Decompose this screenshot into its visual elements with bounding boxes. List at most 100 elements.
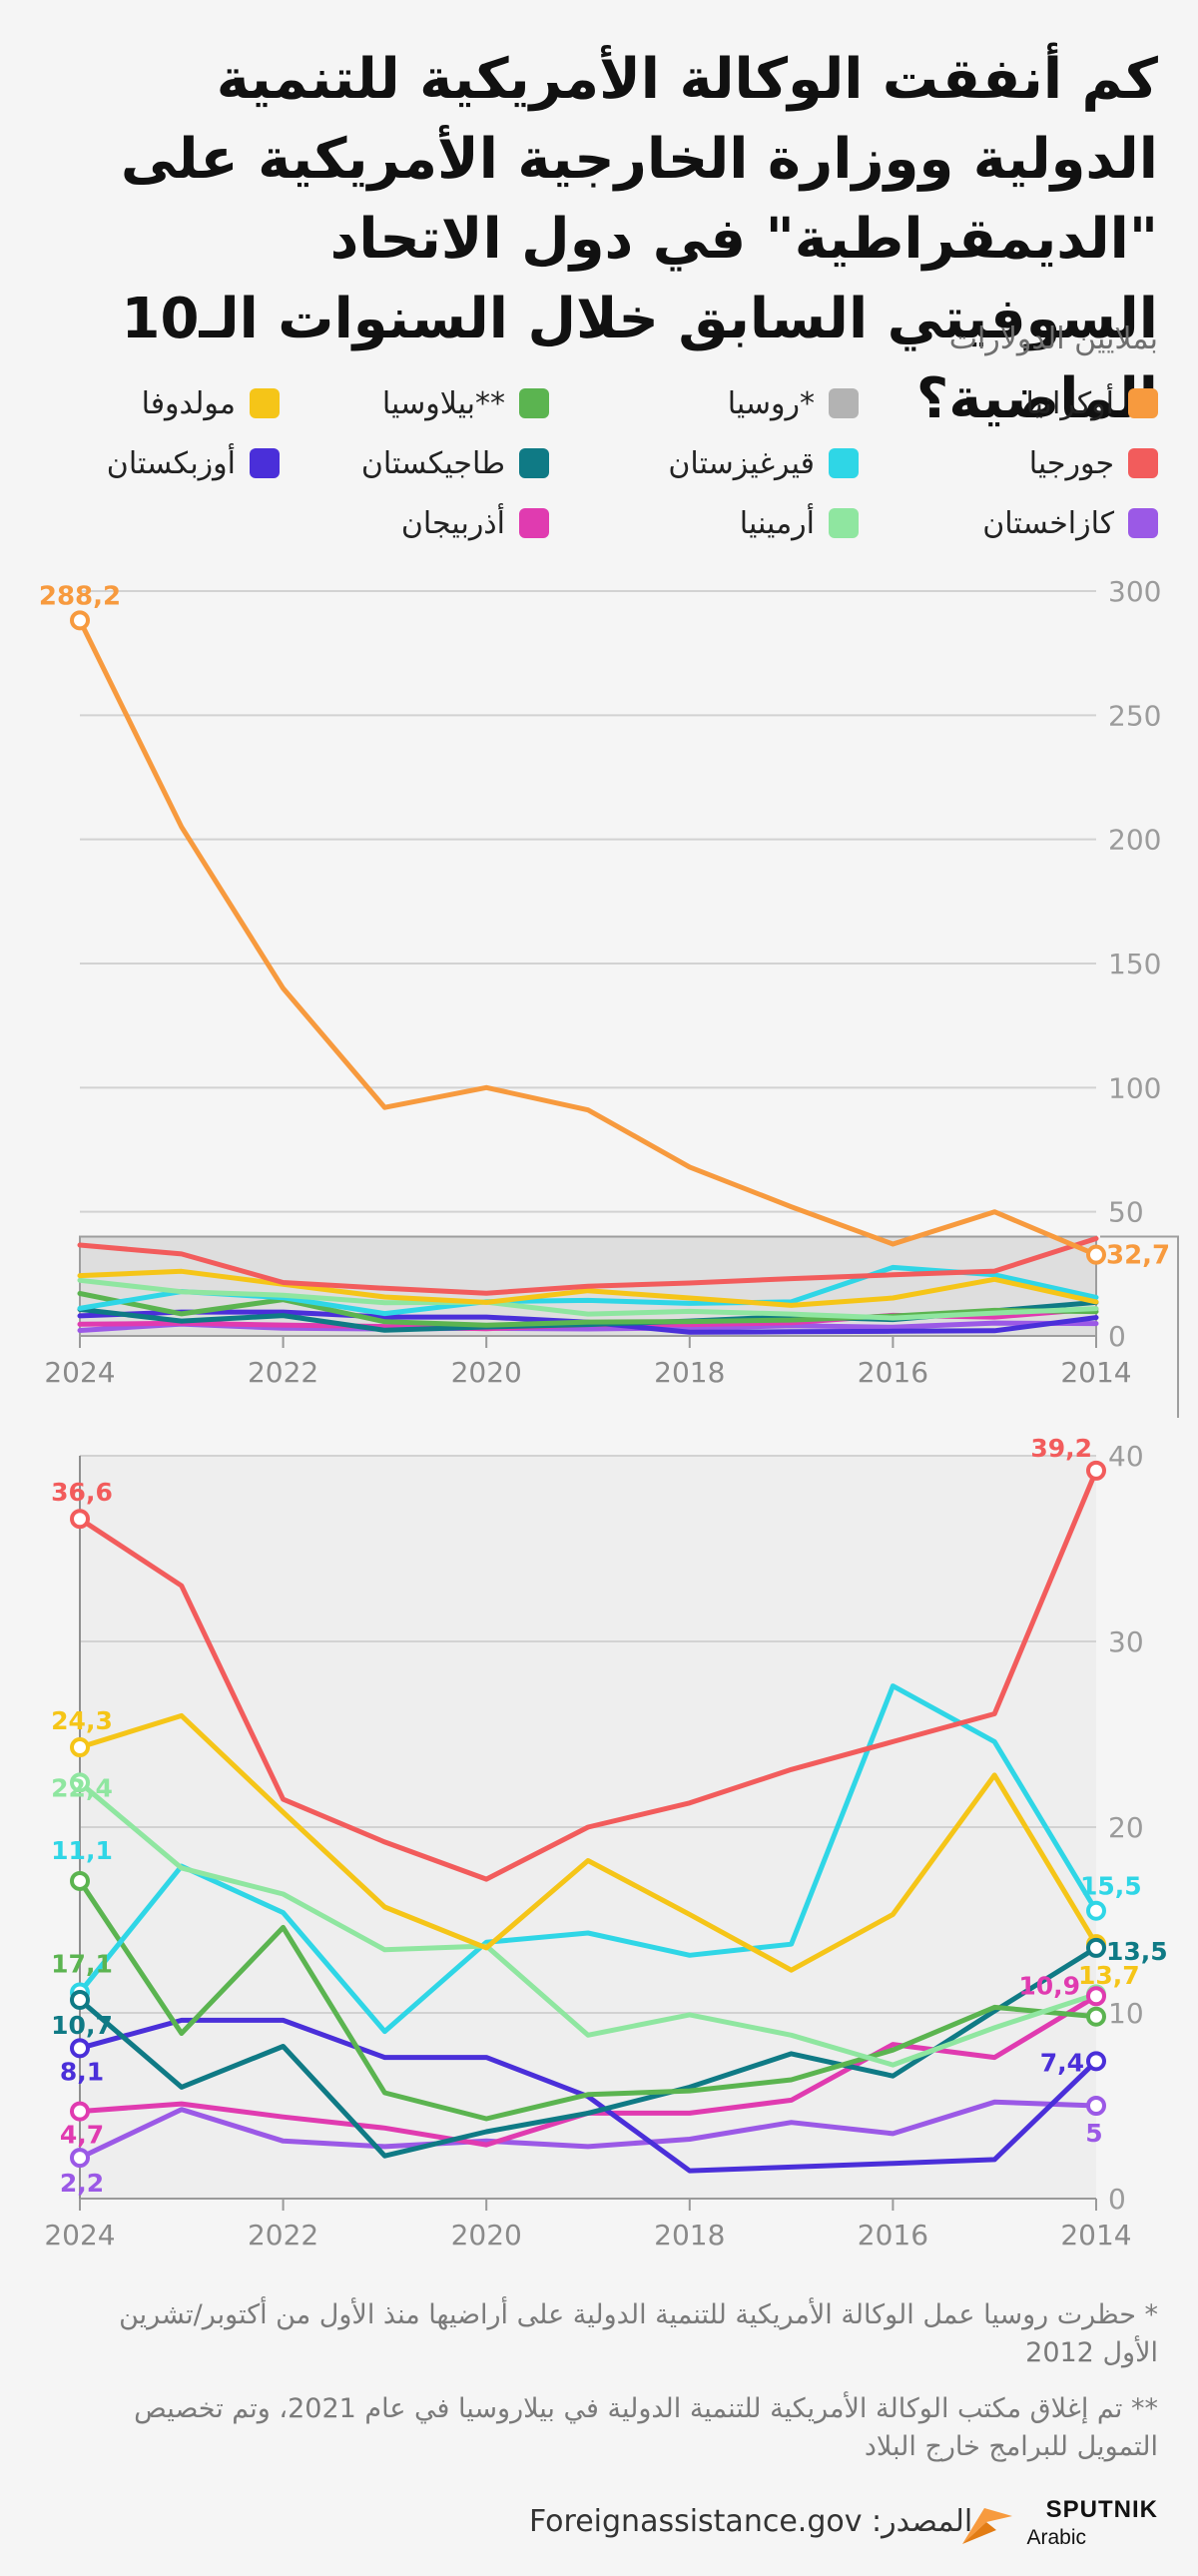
y-tick-label: 50: [1108, 1196, 1144, 1229]
series-line: [77, 1268, 1099, 1308]
x-tick-label: 2024: [44, 2219, 115, 2252]
legend-label: أوزبكستان: [106, 445, 236, 481]
legend-item-uzbekistan: أوزبكستان: [10, 443, 280, 483]
x-tick-label: 2018: [654, 2219, 725, 2252]
value-label: 10,9: [1018, 1971, 1080, 2000]
value-label: 17,1: [51, 1950, 113, 1979]
value-label: 24,3: [51, 1706, 113, 1735]
legend-item-azerbaijan: أذربيجان: [280, 503, 549, 543]
footnote-belarus: ** تم إغلاق مكتب الوكالة الأمريكية للتنم…: [134, 2393, 1158, 2462]
series-end-marker: [1086, 2051, 1106, 2072]
series-end-marker: [1086, 1986, 1106, 2007]
series-line: [77, 1878, 1099, 2122]
legend-swatch: [519, 508, 549, 538]
legend-label: طاجيكستان: [360, 445, 505, 481]
value-label: 36,6: [51, 1478, 113, 1507]
overview-line-chart: 0 50 100 150 200 250 300 2024 2022 2020 2018 2016 20…: [39, 575, 1179, 1418]
legend-swatch: [829, 448, 859, 478]
legend-item-belarus: بيلاوسيا**: [280, 383, 549, 423]
y-tick-label: 300: [1108, 575, 1161, 608]
value-label: 13,5: [1106, 1937, 1168, 1966]
footnotes: * حظرت روسيا عمل الوكالة الأمريكية للتنم…: [60, 2296, 1158, 2484]
legend-item-armenia: أرمينيا: [589, 503, 859, 543]
legend: أوكرانيا روسيا* بيلاوسيا** مولدوفا جورجيا قير…: [70, 383, 1158, 563]
series-end-marker: [70, 1772, 90, 1793]
legend-label: جورجيا: [1028, 445, 1114, 481]
legend-item-ukraine: أوكرانيا: [889, 383, 1158, 423]
series-end-marker: [70, 2101, 90, 2122]
x-tick-label: 2022: [248, 2219, 318, 2252]
value-label: 39,2: [1030, 1438, 1092, 1463]
series-end-marker: [70, 1737, 90, 1758]
value-label: 7,4: [1040, 2048, 1084, 2077]
x-tick-label: 2014: [1060, 2219, 1131, 2252]
source-label: المصدر:: [872, 2504, 973, 2539]
legend-swatch: [519, 388, 549, 418]
y-tick-label: 150: [1108, 948, 1161, 980]
x-tick-label: 2016: [858, 2219, 928, 2252]
value-label: 32,7: [1106, 1241, 1170, 1271]
legend-swatch: [829, 388, 859, 418]
series-line: [77, 2099, 1099, 2161]
y-tick-label: 40: [1108, 1440, 1144, 1473]
legend-swatch: [829, 508, 859, 538]
value-label: 13,7: [1078, 1961, 1140, 1990]
legend-item-russia: روسيا*: [589, 383, 859, 423]
legend-label: أرمينيا: [739, 505, 815, 541]
legend-swatch: [519, 448, 549, 478]
series-end-marker: [1086, 2096, 1106, 2116]
series-end-marker: [70, 2148, 90, 2169]
brand-name: SPUTNIK: [1045, 2496, 1158, 2523]
legend-item-kyrgyzstan: قيرغيزستان: [589, 443, 859, 483]
series-line: [77, 1683, 1099, 2035]
legend-label: أوكرانيا: [1025, 385, 1114, 421]
series-end-marker: [1086, 2006, 1106, 2027]
value-label: 5: [1085, 2119, 1102, 2148]
y-tick-label: 30: [1108, 1625, 1144, 1658]
legend-item-georgia: جورجيا: [889, 443, 1158, 483]
series-end-marker: [1086, 1937, 1106, 1958]
x-tick-label: 2020: [451, 1356, 522, 1389]
value-label: 2,2: [60, 2169, 104, 2198]
x-tick-label: 2014: [1060, 1356, 1131, 1389]
legend-label: أذربيجان: [400, 505, 505, 541]
series-line: [77, 1277, 1099, 1321]
y-tick-label: 100: [1108, 1071, 1161, 1104]
footnote-russia: * حظرت روسيا عمل الوكالة الأمريكية للتنم…: [119, 2299, 1158, 2368]
series-end-marker: [70, 1989, 90, 2010]
y-tick-label: 0: [1108, 2183, 1126, 2216]
sputnik-arrow-icon: [962, 2508, 1012, 2544]
series-end-marker: [70, 1870, 90, 1891]
y-tick-label: 10: [1108, 1997, 1144, 2030]
legend-swatch: [1128, 448, 1158, 478]
value-label: 10,7: [51, 2011, 113, 2040]
value-label: 8,1: [60, 2057, 104, 2086]
legend-item-kazakhstan: كازاخستان: [889, 503, 1158, 543]
y-tick-label: 200: [1108, 824, 1161, 857]
legend-label: مولدوفا: [141, 385, 236, 421]
x-tick-label: 2024: [44, 1356, 115, 1389]
series-end-marker: [70, 2038, 90, 2059]
x-tick-label: 2022: [248, 1356, 318, 1389]
legend-item-moldova: مولدوفا: [10, 383, 280, 423]
series-end-marker: [1086, 1244, 1106, 1265]
series-line: [77, 1779, 1099, 2068]
legend-label: قيرغيزستان: [668, 445, 815, 481]
brand-sub: Arabic: [1026, 2526, 1086, 2549]
y-tick-label: 250: [1108, 699, 1161, 732]
x-tick-label: 2020: [451, 2219, 522, 2252]
legend-item-tajikistan: طاجيكستان: [280, 443, 549, 483]
series-line: [77, 1236, 1099, 1296]
sputnik-logo: SPUTNIK Arabic: [958, 2494, 1158, 2554]
unit-subtitle: بملايين الدولارات: [948, 322, 1158, 356]
series-end-marker: [70, 1509, 90, 1530]
zoom-connector: [1100, 1235, 1179, 1418]
source-line: Foreignassistance.gov المصدر:: [529, 2504, 972, 2539]
x-tick-label: 2016: [858, 1356, 928, 1389]
legend-swatch: [250, 448, 280, 478]
page-title: كم أنفقت الوكالة الأمريكية للتنمية الدول…: [120, 47, 1158, 431]
value-label: 4,7: [60, 2121, 104, 2150]
series-line: [77, 617, 1099, 1258]
legend-swatch: [250, 388, 280, 418]
x-tick-label: 2018: [654, 1356, 725, 1389]
